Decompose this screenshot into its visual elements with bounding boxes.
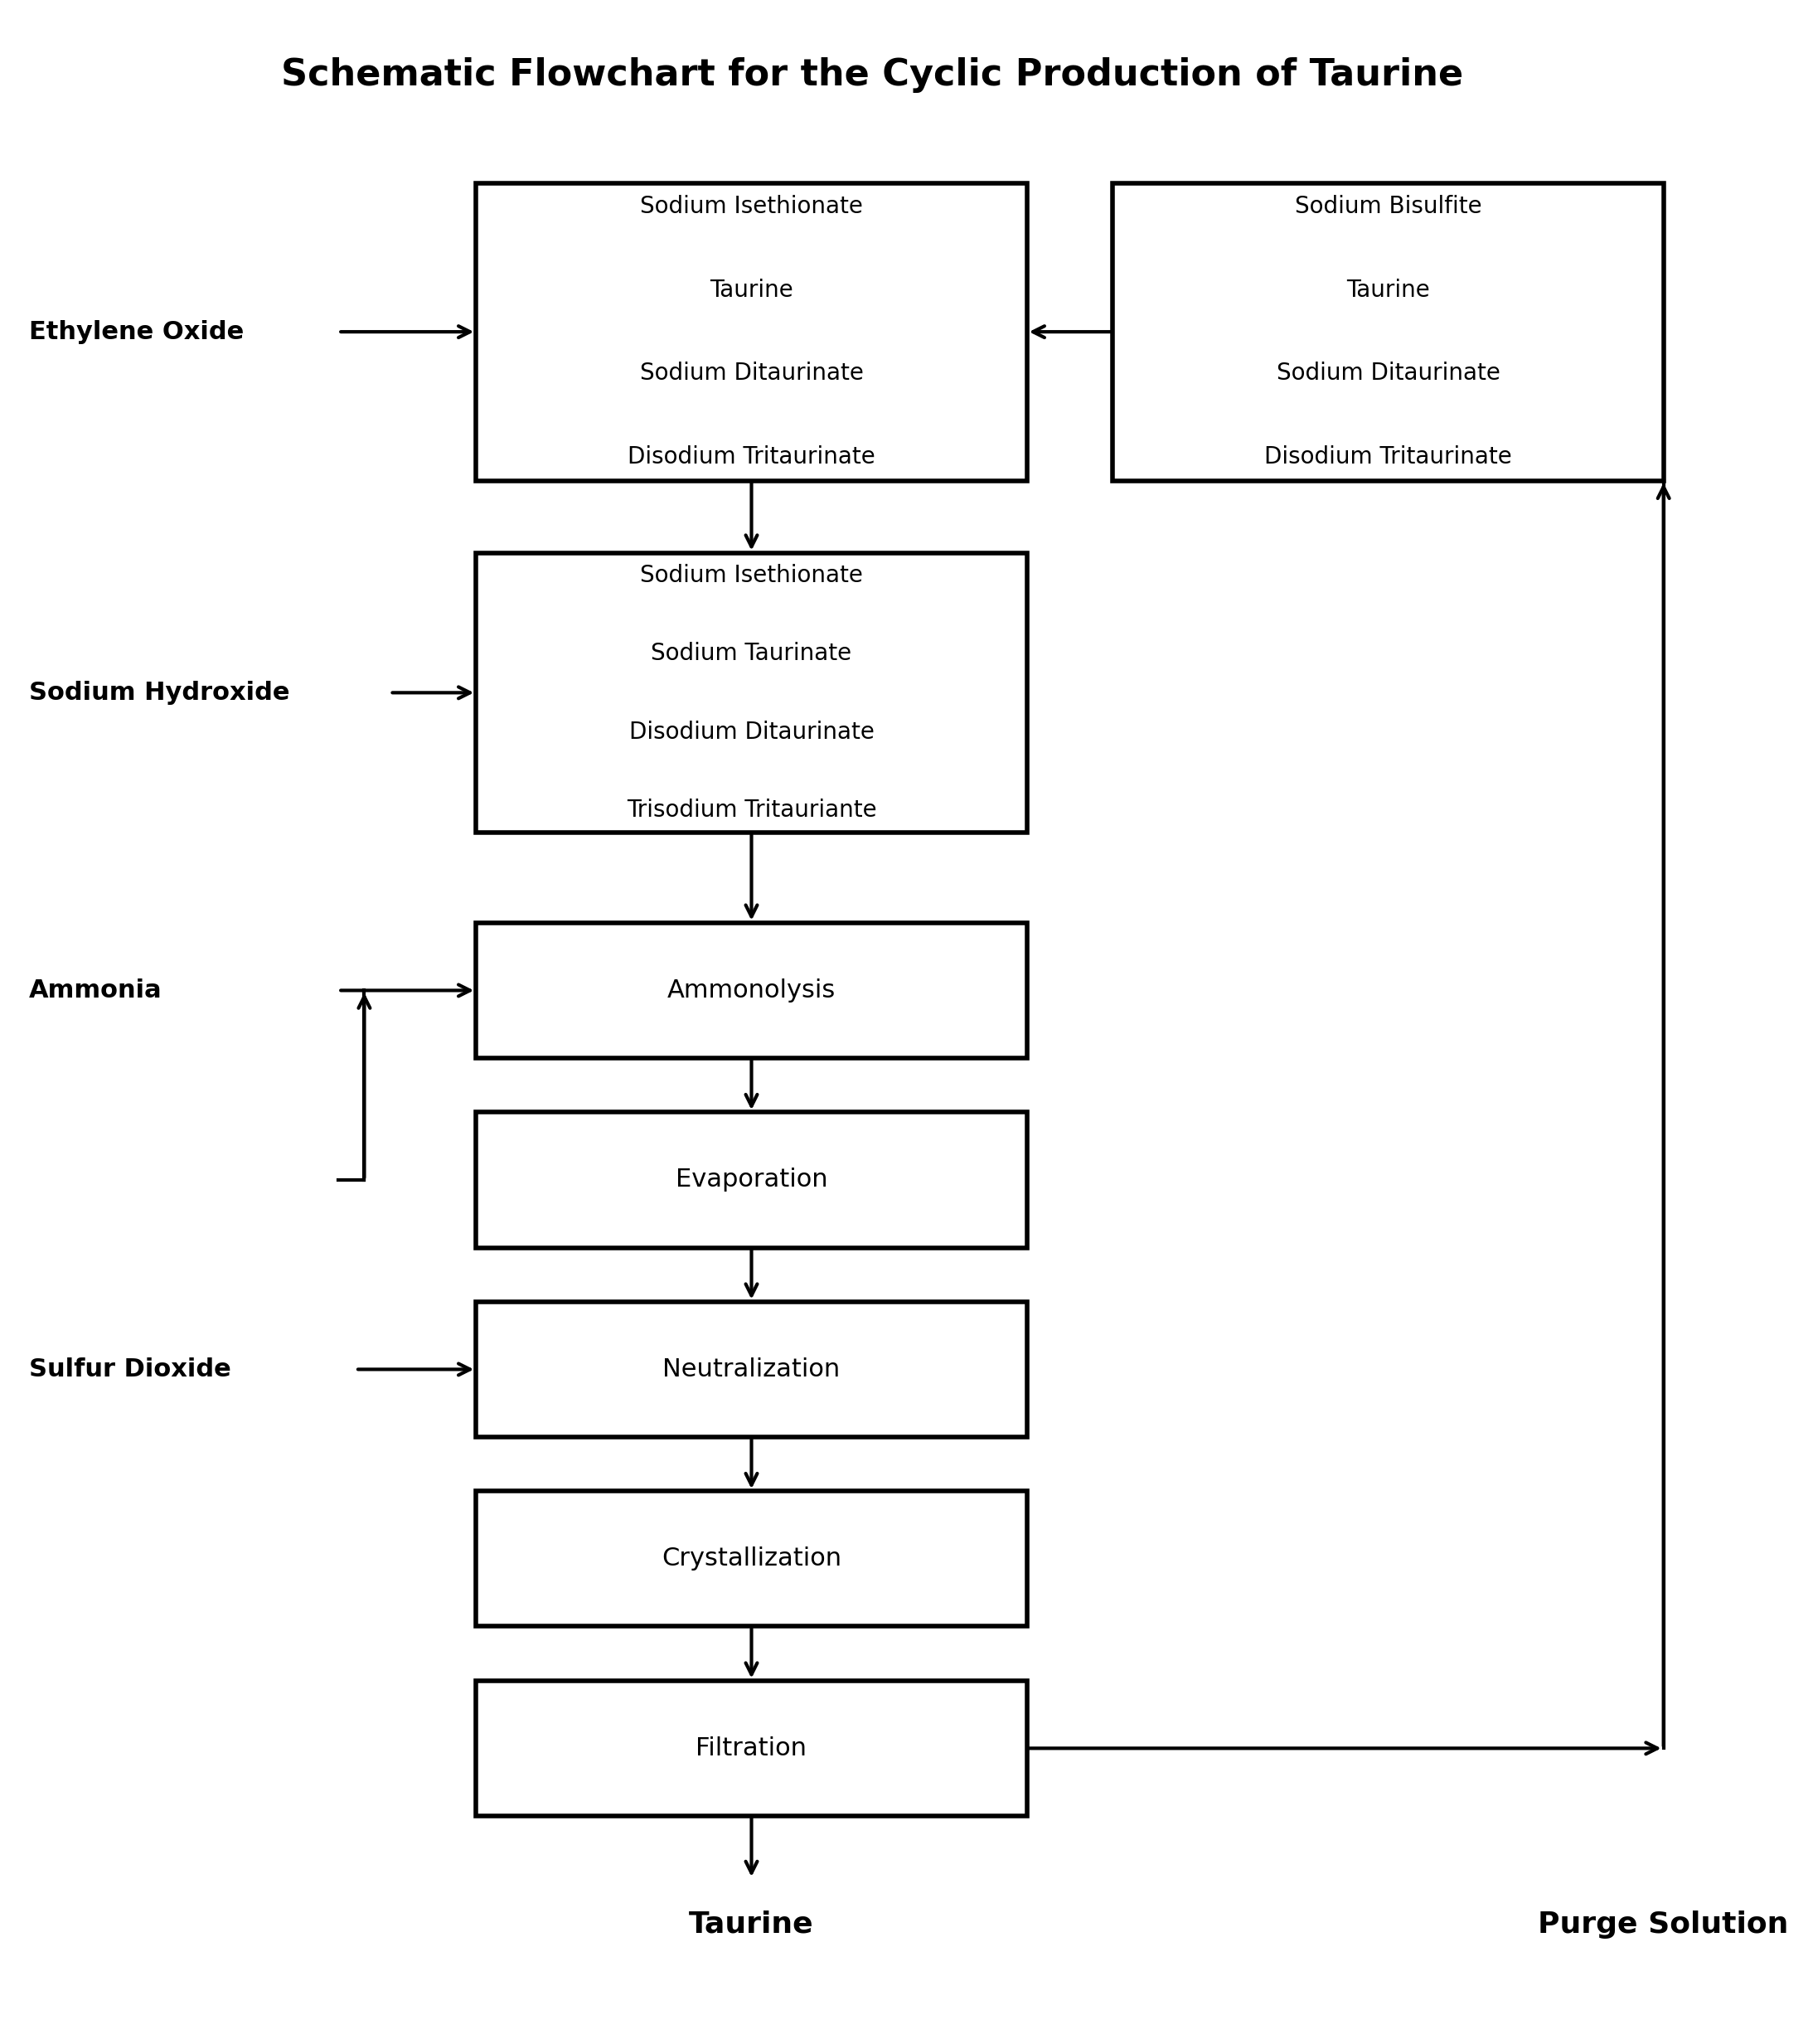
Text: Filtration: Filtration [696,1735,807,1760]
Text: Sodium Isethionate: Sodium Isethionate [640,194,863,219]
Text: Disodium Ditaurinate: Disodium Ditaurinate [629,719,874,744]
Text: Ammonolysis: Ammonolysis [667,979,836,1002]
Text: Taurine: Taurine [709,278,794,303]
Text: Disodium Tritaurinate: Disodium Tritaurinate [627,446,876,468]
Text: Sulfur Dioxide: Sulfur Dioxide [29,1357,230,1382]
Bar [477,1112,1026,1247]
Bar [1113,184,1664,480]
Text: Purge Solution: Purge Solution [1537,1911,1789,1938]
Bar [477,1302,1026,1437]
Bar [477,1492,1026,1627]
Text: Taurine: Taurine [689,1911,814,1938]
Text: Disodium Tritaurinate: Disodium Tritaurinate [1264,446,1512,468]
Text: Evaporation: Evaporation [676,1167,827,1192]
Text: Sodium Ditaurinate: Sodium Ditaurinate [1276,362,1499,384]
Text: Ammonia: Ammonia [29,979,161,1002]
Text: Ethylene Oxide: Ethylene Oxide [29,319,243,343]
Bar [477,1680,1026,1815]
Text: Taurine: Taurine [1347,278,1430,303]
Bar [477,922,1026,1059]
Text: Trisodium Tritauriante: Trisodium Tritauriante [627,799,876,822]
Text: Schematic Flowchart for the Cyclic Production of Taurine: Schematic Flowchart for the Cyclic Produ… [281,57,1463,92]
Bar [477,552,1026,832]
Text: Sodium Ditaurinate: Sodium Ditaurinate [640,362,863,384]
Text: Sodium Bisulfite: Sodium Bisulfite [1294,194,1481,219]
Text: Sodium Taurinate: Sodium Taurinate [651,642,852,664]
Text: Neutralization: Neutralization [664,1357,839,1382]
Text: Sodium Isethionate: Sodium Isethionate [640,564,863,587]
Text: Sodium Hydroxide: Sodium Hydroxide [29,681,290,705]
Text: Crystallization: Crystallization [662,1547,841,1572]
Bar [477,184,1026,480]
